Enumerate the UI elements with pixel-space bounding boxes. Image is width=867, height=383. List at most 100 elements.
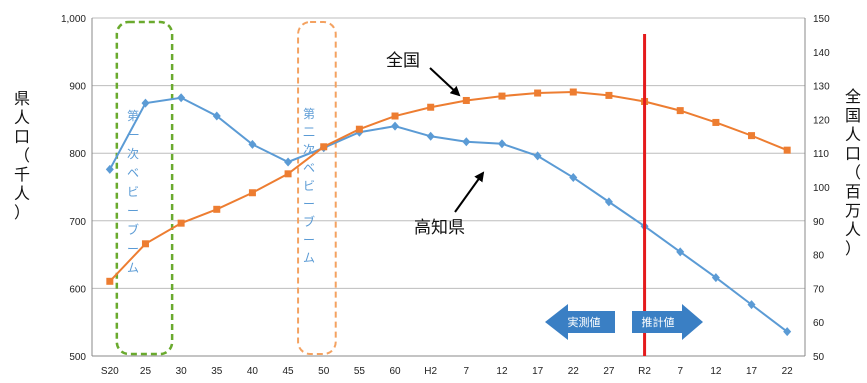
data-point (783, 146, 791, 154)
right-axis-title: 全国人口（百万人） (845, 87, 861, 258)
x-tick-label: R2 (638, 366, 651, 377)
right-axis-ticks: 50 60 70 80 90 100 110 120 130 140 150 (813, 14, 830, 363)
baby-boom-2-text: 第二次ベビーブーム (303, 107, 315, 265)
right-tick-label: 110 (813, 149, 829, 160)
data-point (534, 89, 542, 97)
x-tick-label: 22 (782, 366, 794, 377)
data-point (533, 151, 542, 161)
right-tick-label: 50 (813, 352, 825, 363)
x-tick-label: 7 (464, 366, 470, 377)
x-tick-label: 35 (211, 366, 223, 377)
data-point (497, 139, 506, 149)
data-point (248, 189, 256, 197)
kochi-annotation-arrow (454, 171, 485, 213)
data-point (105, 164, 114, 174)
data-point (391, 121, 400, 131)
left-tick-label: 600 (69, 284, 86, 295)
gridlines (92, 17, 805, 357)
right-tick-label: 150 (813, 14, 830, 25)
x-tick-label: 50 (318, 366, 330, 377)
right-tick-label: 130 (813, 82, 830, 93)
left-tick-label: 900 (69, 82, 86, 93)
data-point (248, 139, 257, 149)
x-tick-label: 17 (746, 366, 758, 377)
x-tick-label: H2 (424, 366, 437, 377)
data-point (569, 173, 578, 183)
axes (91, 18, 806, 357)
x-tick-label: 12 (496, 366, 508, 377)
right-tick-label: 90 (813, 217, 825, 228)
series-line (109, 91, 788, 282)
series-line (108, 96, 788, 333)
estimate-arrow: 推計値 (632, 304, 703, 340)
data-point (712, 118, 720, 126)
data-point (427, 103, 435, 111)
estimate-arrow-label: 推計値 (642, 315, 675, 329)
data-point (605, 91, 613, 99)
series-lines (108, 91, 788, 333)
estimate-arrow-shape (632, 304, 703, 340)
data-point (604, 197, 613, 207)
x-tick-label: 30 (176, 366, 188, 377)
left-tick-label: 700 (69, 217, 86, 228)
data-point (462, 137, 471, 147)
data-point (355, 125, 363, 133)
x-tick-label: 7 (677, 366, 683, 377)
x-tick-label: 45 (283, 366, 295, 377)
baby-boom-1-box (115, 20, 174, 356)
data-point (213, 205, 221, 213)
left-axis-ticks: 500 600 700 800 900 1,000 (61, 14, 86, 363)
baby-boom-2-label: 第二次ベビーブーム (303, 107, 315, 265)
x-tick-label: 40 (247, 366, 259, 377)
right-tick-label: 70 (813, 284, 825, 295)
left-axis-title-text: 県人口（千人） (14, 89, 30, 222)
right-axis-title-text: 全国人口（百万人） (845, 87, 861, 258)
x-tick-label: 60 (389, 366, 401, 377)
data-point (141, 98, 150, 108)
left-tick-label: 1,000 (61, 14, 86, 25)
data-point (426, 131, 435, 141)
left-tick-label: 500 (69, 352, 86, 363)
data-point (498, 92, 506, 100)
data-point (462, 96, 470, 104)
data-point (212, 111, 221, 121)
data-point (676, 247, 685, 257)
series-markers (105, 88, 792, 337)
right-tick-label: 80 (813, 251, 825, 262)
x-tick-label: 25 (140, 366, 152, 377)
data-point (747, 300, 756, 310)
data-point (676, 107, 684, 115)
x-tick-label: 12 (710, 366, 722, 377)
right-tick-label: 120 (813, 115, 830, 126)
data-point (320, 143, 328, 151)
data-point (391, 112, 399, 120)
left-axis-title: 県人口（千人） (14, 89, 30, 222)
left-tick-label: 800 (69, 149, 86, 160)
data-point (177, 93, 186, 103)
actual-arrow-shape (545, 304, 615, 340)
data-point (106, 277, 114, 285)
x-tick-label: 55 (354, 366, 366, 377)
data-point (569, 88, 577, 96)
data-point (284, 170, 292, 178)
data-point (284, 157, 293, 167)
national-annotation-arrow (429, 67, 461, 97)
x-axis-ticks: S20 25 30 35 40 45 50 55 60 H2 7 12 17 22 27 R2 7 12 17 22 (101, 366, 793, 377)
x-tick-label: 22 (568, 366, 580, 377)
data-point (141, 240, 149, 248)
x-tick-label: S20 (101, 366, 119, 377)
data-point (177, 219, 185, 227)
data-point (783, 327, 792, 337)
baby-boom-2-box (297, 21, 337, 355)
actual-arrow-label: 実測値 (568, 315, 601, 329)
national-annotation: 全国 (386, 51, 420, 71)
actual-arrow: 実測値 (545, 304, 615, 340)
right-tick-label: 140 (813, 48, 830, 59)
x-tick-label: 27 (603, 366, 615, 377)
data-point (748, 132, 756, 140)
right-tick-label: 100 (813, 183, 830, 194)
x-tick-label: 17 (532, 366, 544, 377)
kochi-annotation: 高知県 (414, 218, 465, 238)
data-point (711, 273, 720, 283)
